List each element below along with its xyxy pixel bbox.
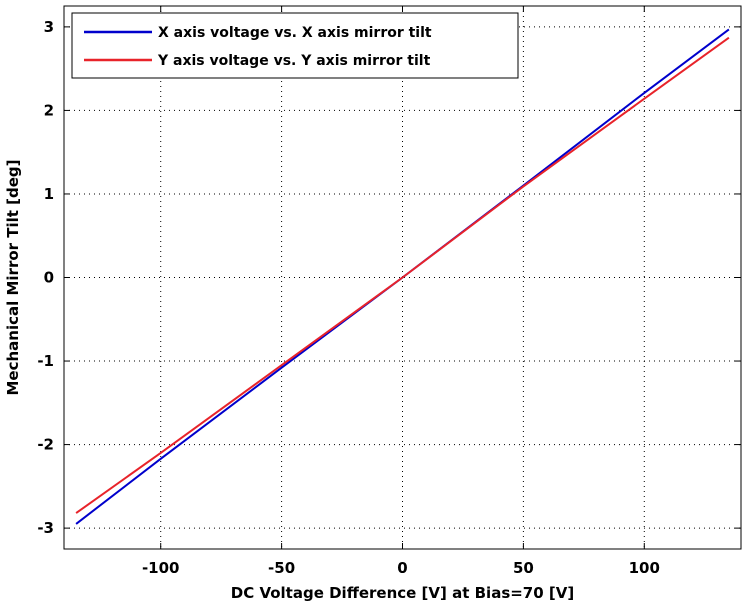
- y-tick-label: 2: [44, 101, 54, 119]
- tick-labels: -100 -50 0 50 100 -3 -2 -1 0 1 2 3: [37, 18, 660, 577]
- y-tick-label: -2: [37, 436, 54, 454]
- series-line-2: [75, 36, 730, 514]
- legend-label-1: X axis voltage vs. X axis mirror tilt: [158, 25, 432, 41]
- legend-box: [71, 12, 519, 79]
- x-tick-label: -100: [142, 559, 180, 577]
- grid: [64, 6, 741, 549]
- y-tick-label: -1: [37, 352, 54, 370]
- x-tick-label: 0: [397, 559, 407, 577]
- x-tick-label: -50: [268, 559, 295, 577]
- legend: X axis voltage vs. X axis mirror tilt Y a…: [71, 12, 519, 79]
- x-tick-label: 50: [513, 559, 534, 577]
- y-tick-label: 3: [44, 18, 54, 36]
- x-axis-label: DC Voltage Difference [V] at Bias=70 [V]: [231, 584, 574, 602]
- legend-label-2: Y axis voltage vs. Y axis mirror tilt: [157, 53, 431, 69]
- y-tick-label: -3: [37, 519, 54, 537]
- y-tick-label: 1: [44, 185, 54, 203]
- y-tick-label: 0: [44, 269, 54, 287]
- plot-area: [63, 5, 742, 550]
- series-layer: [75, 28, 730, 525]
- x-tick-label: 100: [629, 559, 660, 577]
- ticks: [64, 6, 741, 549]
- y-axis-label: Mechanical Mirror Tilt [deg]: [4, 159, 22, 395]
